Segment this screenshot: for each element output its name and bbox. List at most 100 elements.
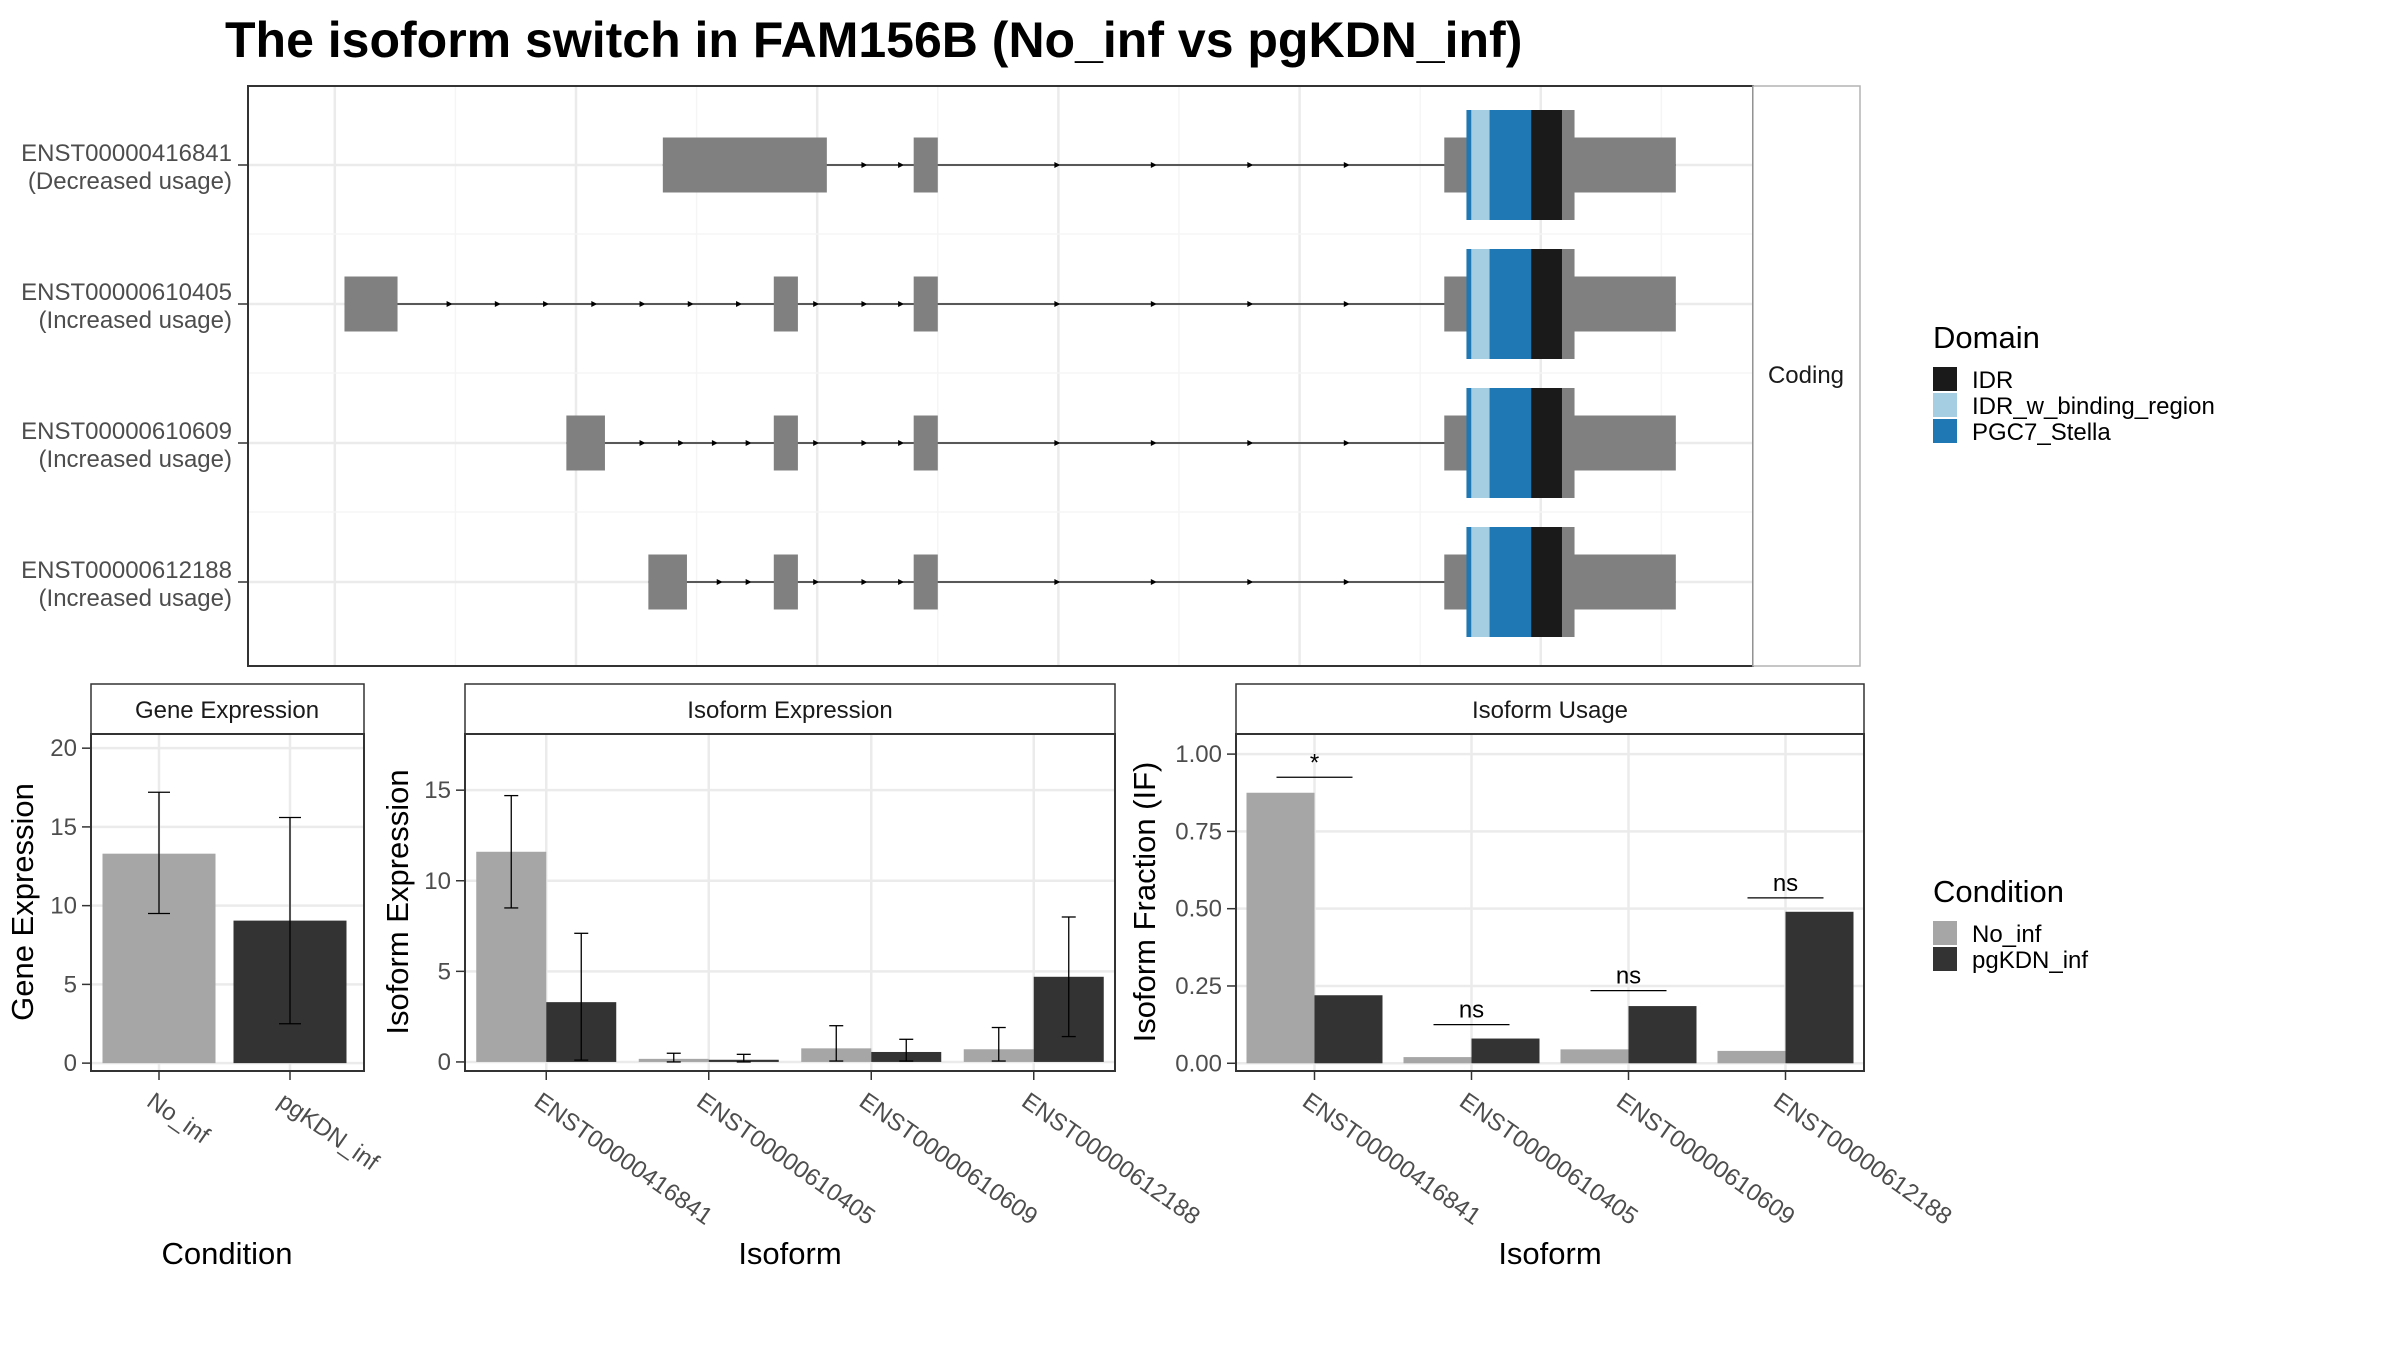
domain-pgc7-stella bbox=[1489, 388, 1532, 498]
intron-arrow bbox=[861, 162, 868, 168]
domain-pgc7-stella bbox=[1489, 249, 1532, 359]
domain-pgc7-stella-start bbox=[1466, 110, 1472, 220]
transcript-usage: (Increased usage) bbox=[39, 446, 232, 473]
domain-pgc7-stella-start bbox=[1466, 527, 1472, 637]
transcript-labels: ENST00000416841 (Decreased usage)ENST0000… bbox=[21, 140, 248, 612]
intron-arrow bbox=[813, 440, 820, 446]
x-tick-label: ENST00000416841 bbox=[529, 1088, 717, 1231]
intron-arrow bbox=[1150, 579, 1157, 585]
domain-pgc7-stella bbox=[1489, 527, 1532, 637]
domain-idr-w-binding-region bbox=[1471, 110, 1490, 220]
domain-legend-key bbox=[1933, 419, 1957, 443]
intron-arrow bbox=[591, 301, 598, 307]
x-tick-label: ENST00000610405 bbox=[692, 1088, 880, 1231]
transcript-id: ENST00000610609 bbox=[21, 418, 232, 445]
intron-arrow bbox=[1150, 440, 1157, 446]
intron-arrow bbox=[813, 301, 820, 307]
y-tick-label: 0.00 bbox=[1175, 1050, 1222, 1077]
intron-arrow bbox=[861, 440, 868, 446]
intron-arrow bbox=[1247, 579, 1254, 585]
intron-arrow bbox=[1343, 301, 1350, 307]
intron-arrow bbox=[1054, 301, 1061, 307]
intron-arrow bbox=[687, 301, 694, 307]
domain-legend-title: Domain bbox=[1933, 320, 2040, 355]
domain-legend-label: IDR bbox=[1972, 367, 2013, 394]
domain-legend-key bbox=[1933, 393, 1957, 417]
isoform-usage-strip bbox=[1235, 683, 1865, 735]
structure-transcripts bbox=[344, 110, 1676, 637]
condition-legend-key bbox=[1933, 921, 1957, 945]
isoform-expression-panel: Isoform Expression 0 5 10 15 ENST00000416841… bbox=[380, 683, 1205, 1271]
exon bbox=[648, 554, 687, 610]
exon bbox=[773, 415, 798, 471]
y-tick-label: 0 bbox=[438, 1049, 451, 1076]
isoform-expression-xlabel: Isoform bbox=[738, 1236, 841, 1271]
transcript-id: ENST00000416841 bbox=[21, 140, 232, 167]
isoform-expression-border bbox=[464, 733, 1116, 1072]
isoform-usage-border bbox=[1235, 733, 1865, 1072]
intron-arrow bbox=[678, 440, 685, 446]
intron-arrow bbox=[898, 301, 905, 307]
transcript-label: ENST00000612188 (Increased usage) bbox=[21, 557, 232, 612]
intron-arrow bbox=[898, 579, 905, 585]
intron-arrow bbox=[494, 301, 501, 307]
intron-arrow bbox=[898, 440, 905, 446]
condition-legend-title: Condition bbox=[1933, 874, 2064, 909]
domain-legend-label: PGC7_Stella bbox=[1972, 419, 2111, 446]
gene-expression-ylabel: Gene Expression bbox=[5, 783, 40, 1021]
intron-arrow bbox=[1343, 162, 1350, 168]
significance-label: ns bbox=[1459, 997, 1484, 1024]
domain-idr bbox=[1531, 388, 1562, 498]
domain-idr bbox=[1531, 527, 1562, 637]
exon bbox=[913, 415, 938, 471]
domain-legend: Domain IDRIDR_w_binding_regionPGC7_Stell… bbox=[1933, 320, 2215, 446]
condition-legend-key bbox=[1933, 947, 1957, 971]
structure-panel: Coding ENST00000416841 (Decreased usage)E… bbox=[21, 85, 1861, 667]
intron-arrow bbox=[1247, 162, 1254, 168]
exon bbox=[773, 276, 798, 332]
intron-arrow bbox=[1150, 301, 1157, 307]
intron-arrow bbox=[1054, 579, 1061, 585]
domain-idr bbox=[1531, 249, 1562, 359]
isoform-usage-marks: * ns ns ns bbox=[1246, 749, 1854, 1064]
intron-arrow bbox=[1247, 301, 1254, 307]
x-tick-label: No_inf bbox=[142, 1088, 215, 1150]
intron-arrow bbox=[1343, 579, 1350, 585]
intron-arrow bbox=[1054, 440, 1061, 446]
bar-no-inf bbox=[1246, 792, 1315, 1064]
isoform-expression-marks bbox=[476, 794, 1104, 1063]
structure-strip bbox=[1752, 85, 1861, 667]
exon bbox=[344, 276, 398, 332]
isoform-expression-grid bbox=[465, 734, 1115, 1071]
intron-arrow bbox=[543, 301, 550, 307]
transcript-label: ENST00000416841 (Decreased usage) bbox=[21, 140, 232, 195]
exon bbox=[566, 415, 605, 471]
intron-arrow bbox=[861, 579, 868, 585]
gene-expression-strip-label: Gene Expression bbox=[135, 697, 319, 724]
y-tick-label: 10 bbox=[424, 868, 451, 895]
y-tick-label: 5 bbox=[64, 971, 77, 998]
isoform-expression-strip bbox=[464, 683, 1116, 735]
significance-label: ns bbox=[1773, 870, 1798, 897]
isoform-usage-strip-label: Isoform Usage bbox=[1472, 697, 1628, 724]
figure-title: The isoform switch in FAM156B (No_inf vs… bbox=[225, 12, 1522, 68]
bar-no-inf bbox=[1717, 1050, 1786, 1064]
isoform-expression-strip-label: Isoform Expression bbox=[687, 697, 892, 724]
x-tick-label: ENST00000610609 bbox=[854, 1088, 1042, 1231]
domain-idr bbox=[1531, 110, 1562, 220]
intron-arrow bbox=[639, 440, 646, 446]
transcript-usage: (Increased usage) bbox=[39, 307, 232, 334]
intron-arrow bbox=[861, 301, 868, 307]
intron-arrow bbox=[639, 301, 646, 307]
gene-expression-marks bbox=[102, 791, 347, 1064]
condition-legend-label: pgKDN_inf bbox=[1972, 947, 2088, 974]
gene-expression-border bbox=[90, 733, 365, 1072]
exon bbox=[913, 276, 938, 332]
transcript-label: ENST00000610609 (Increased usage) bbox=[21, 418, 232, 473]
y-tick-label: 0 bbox=[64, 1050, 77, 1077]
x-tick-label: pgKDN_inf bbox=[273, 1088, 384, 1177]
intron-arrow bbox=[736, 301, 743, 307]
